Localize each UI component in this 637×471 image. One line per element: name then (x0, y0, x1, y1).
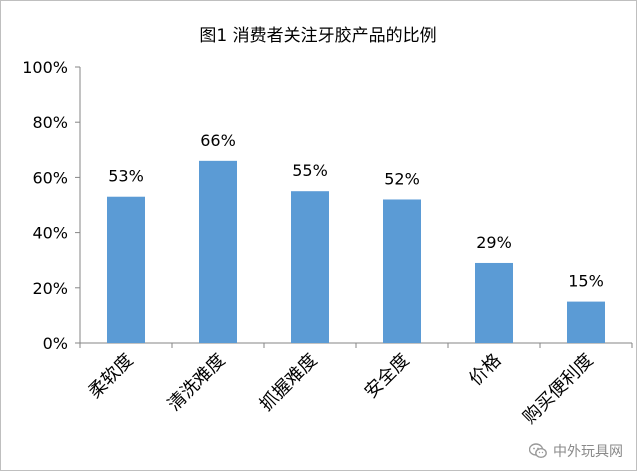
labels: 53% 柔软度 66% 清洗难度 55% 抓握难度 52% 安全度 29% 价格 15% 购买便利度 (85, 131, 604, 428)
data-label: 55% (292, 161, 328, 180)
x-tick-label: 安全度 (361, 350, 414, 403)
x-tick-label: 清洗难度 (164, 350, 230, 416)
y-tick-label: 60% (32, 168, 68, 187)
data-label: 29% (476, 233, 512, 252)
data-label: 15% (568, 272, 604, 291)
x-tick-label: 购买便利度 (519, 350, 597, 428)
bar (107, 196, 145, 343)
watermark: 中外玩具网 (528, 441, 623, 461)
x-tick-label: 柔软度 (85, 350, 138, 403)
wechat-icon (528, 443, 547, 459)
bar (199, 160, 237, 343)
data-label: 66% (200, 131, 236, 150)
bar (567, 301, 605, 343)
chart-title: 图1 消费者关注牙胶产品的比例 (199, 26, 436, 46)
axes: 0% 20% 40% 60% 80% 100% (22, 58, 633, 353)
data-label: 52% (384, 169, 420, 188)
bars (107, 160, 605, 343)
watermark-text: 中外玩具网 (553, 444, 623, 460)
y-tick-label: 100% (22, 58, 68, 77)
x-tick-label: 价格 (465, 350, 505, 390)
y-tick-label: 20% (32, 279, 68, 298)
y-tick-label: 80% (32, 113, 68, 132)
y-tick-label: 0% (43, 334, 68, 353)
bar (383, 199, 421, 343)
x-tick-label: 抓握难度 (256, 350, 322, 416)
bar (475, 262, 513, 343)
bar (291, 191, 329, 343)
y-tick-label: 40% (32, 224, 68, 243)
data-label: 53% (108, 167, 144, 186)
